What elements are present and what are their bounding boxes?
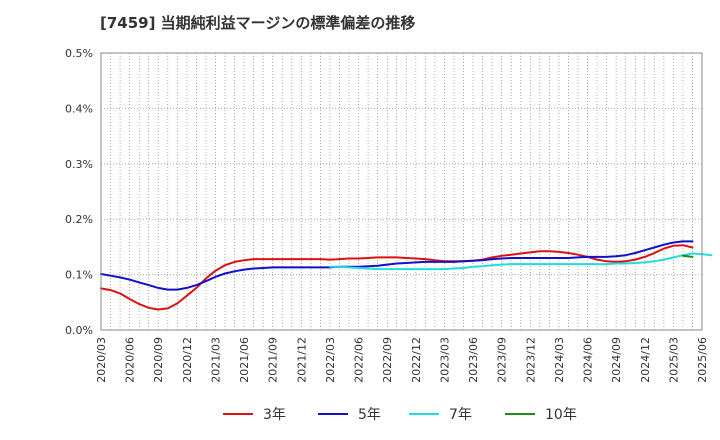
x-tick-label: 2020/12 [181,337,194,383]
y-tick-label: 0.3% [65,158,93,171]
x-tick-label: 2020/03 [95,337,108,383]
series-line-5年 [100,240,694,291]
x-tick-label: 2021/12 [295,337,308,383]
x-tick-label: 2023/06 [467,337,480,383]
series-layer [100,240,713,311]
plot-frame [100,52,703,331]
x-tick-label: 2025/03 [667,337,680,383]
series-line-7年 [329,252,713,271]
x-tick-label: 2020/06 [124,337,137,383]
chart-title: [7459] 当期純利益マージンの標準偏差の推移 [100,14,416,32]
y-tick-label: 0.0% [65,324,93,337]
x-axis: 2020/03 2020/06 2020/09 2020/12 2021/03 2021/… [95,337,709,383]
x-tick-label: 2024/12 [639,337,652,383]
x-tick-label: 2025/06 [696,337,709,383]
x-tick-label: 2024/03 [553,337,566,383]
legend-label-5年: 5年 [358,407,381,423]
legend-label-3年: 3年 [263,407,286,423]
x-tick-label: 2024/09 [610,337,623,383]
legend-label-10年: 10年 [545,407,577,423]
y-tick-label: 0.4% [65,102,93,115]
legend-label-7年: 7年 [449,407,472,423]
x-tick-label: 2021/06 [238,337,251,383]
x-tick-label: 2024/06 [582,337,595,383]
x-tick-label: 2021/09 [267,337,280,383]
x-tick-label: 2021/03 [209,337,222,383]
x-tick-label: 2023/03 [438,337,451,383]
x-tick-label: 2022/09 [381,337,394,383]
legend: 3年 5年 7年 10年 [223,407,577,423]
x-tick-label: 2023/09 [496,337,509,383]
x-tick-label: 2022/12 [410,337,423,383]
y-tick-label: 0.1% [65,269,93,282]
x-tick-label: 2022/06 [353,337,366,383]
grid-layer [101,53,702,330]
y-tick-label: 0.2% [65,213,93,226]
x-tick-label: 2023/12 [524,337,537,383]
x-tick-label: 2020/09 [152,337,165,383]
x-tick-label: 2022/03 [324,337,337,383]
series-line-10年 [681,254,694,258]
y-axis: 0.0% 0.1% 0.2% 0.3% 0.4% 0.5% [65,47,93,337]
y-tick-label: 0.5% [65,47,93,60]
